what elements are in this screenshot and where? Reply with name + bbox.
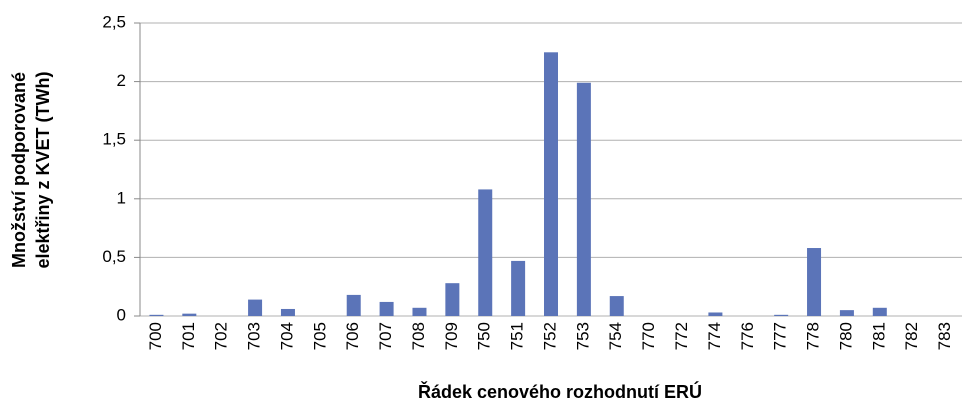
- bar: [346, 294, 361, 316]
- y-tick-label: 1: [117, 188, 126, 207]
- bar: [576, 82, 591, 316]
- x-tick-label: 778: [804, 322, 823, 350]
- x-tick-label: 774: [705, 322, 724, 350]
- x-tick-label: 751: [508, 322, 527, 350]
- bar: [511, 260, 526, 316]
- y-axis-label: elektřiny z KVET (TWh): [33, 71, 53, 268]
- x-tick-label: 704: [277, 322, 296, 350]
- y-axis-label: Množství podporované: [9, 72, 29, 268]
- bar: [280, 308, 295, 316]
- bar: [379, 301, 394, 316]
- x-tick-label: 707: [376, 322, 395, 350]
- bar: [774, 314, 789, 316]
- x-tick-label: 705: [310, 322, 329, 350]
- bar: [839, 310, 854, 316]
- bar: [807, 248, 822, 316]
- x-tick-label: 776: [738, 322, 757, 350]
- x-tick-label: 780: [836, 322, 855, 350]
- x-tick-label: 772: [672, 322, 691, 350]
- x-tick-label: 782: [902, 322, 921, 350]
- bar: [872, 307, 887, 316]
- y-tick-label: 0,5: [102, 247, 126, 266]
- x-tick-label: 709: [442, 322, 461, 350]
- bar: [149, 314, 164, 316]
- bar: [248, 299, 263, 316]
- y-tick-label: 1,5: [102, 130, 126, 149]
- x-tick-label: 770: [639, 322, 658, 350]
- y-tick-label: 2,5: [102, 12, 126, 31]
- x-tick-label: 754: [606, 322, 625, 350]
- x-tick-label: 753: [573, 322, 592, 350]
- x-axis-label: Řádek cenového rozhodnutí ERÚ: [418, 381, 702, 402]
- bar: [609, 296, 624, 316]
- bar: [182, 313, 197, 316]
- bar: [708, 312, 723, 316]
- bar: [445, 283, 460, 316]
- bar: [544, 52, 558, 317]
- x-tick-label: 752: [540, 322, 559, 350]
- y-tick-label: 0: [117, 305, 126, 324]
- x-tick-label: 750: [475, 322, 494, 350]
- x-tick-label: 708: [409, 322, 428, 350]
- x-tick-label: 702: [212, 322, 231, 350]
- bar: [412, 307, 427, 316]
- x-tick-label: 703: [245, 322, 264, 350]
- x-tick-label: 777: [771, 322, 790, 350]
- bar: [478, 189, 493, 316]
- x-tick-label: 701: [179, 322, 198, 350]
- x-tick-label: 706: [343, 322, 362, 350]
- x-tick-label: 781: [869, 322, 888, 350]
- x-tick-label: 783: [935, 322, 954, 350]
- x-tick-label: 700: [146, 322, 165, 350]
- y-tick-label: 2: [117, 71, 126, 90]
